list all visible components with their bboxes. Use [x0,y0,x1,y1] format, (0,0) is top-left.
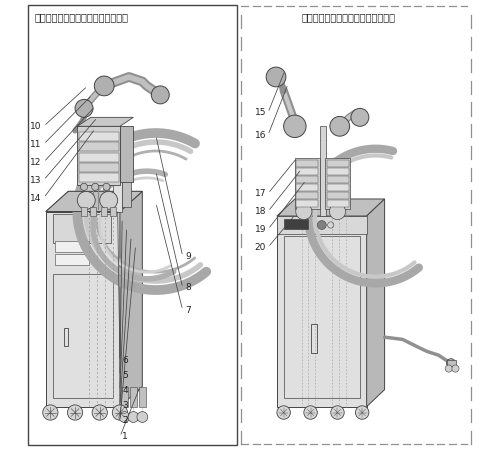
Text: 19: 19 [254,225,266,234]
Polygon shape [326,158,350,209]
Text: 18: 18 [254,207,266,216]
Polygon shape [366,199,384,407]
Polygon shape [113,135,122,212]
Polygon shape [326,176,348,183]
Text: 3: 3 [122,401,128,410]
Circle shape [92,183,99,190]
Text: 12: 12 [30,158,42,166]
Circle shape [112,405,128,420]
Circle shape [296,203,312,220]
Polygon shape [78,153,119,162]
Circle shape [137,412,147,423]
Circle shape [330,406,344,419]
Text: 15: 15 [254,108,266,117]
Circle shape [284,115,306,138]
Polygon shape [326,192,348,199]
Circle shape [452,365,459,372]
Polygon shape [78,117,134,126]
Polygon shape [78,126,120,184]
Polygon shape [81,207,87,216]
Circle shape [119,412,130,423]
Polygon shape [46,212,120,407]
Polygon shape [284,219,308,230]
Polygon shape [130,387,137,407]
Text: 17: 17 [254,189,266,198]
Polygon shape [296,192,318,199]
Polygon shape [55,241,88,252]
Circle shape [304,406,318,419]
Text: 9: 9 [185,252,190,261]
Polygon shape [296,159,318,166]
Polygon shape [277,216,366,234]
Polygon shape [78,163,119,172]
Polygon shape [120,191,142,407]
Circle shape [68,405,82,420]
Circle shape [78,191,95,209]
Circle shape [330,117,349,136]
Text: 6: 6 [122,356,128,365]
Text: 14: 14 [30,194,42,202]
Circle shape [42,405,58,420]
Text: 5: 5 [122,371,128,380]
Polygon shape [138,387,146,407]
Polygon shape [78,143,119,152]
Polygon shape [277,216,366,407]
Circle shape [152,86,169,104]
Circle shape [94,76,114,96]
Circle shape [445,365,452,372]
Circle shape [92,405,108,420]
Circle shape [356,406,369,419]
Circle shape [446,359,456,368]
Polygon shape [320,126,326,216]
Polygon shape [46,191,142,212]
Text: 8: 8 [185,284,190,292]
Circle shape [266,67,286,87]
Circle shape [318,220,326,230]
Polygon shape [296,200,318,207]
Circle shape [128,412,138,423]
Polygon shape [78,132,119,141]
Text: 11: 11 [30,140,42,149]
Text: 2: 2 [122,416,128,425]
Polygon shape [277,199,384,216]
Text: 13: 13 [30,176,42,184]
Polygon shape [296,167,318,175]
Polygon shape [90,207,96,216]
Polygon shape [55,254,88,266]
Text: 双头铁箱剪线机（配双升级版刀头）: 双头铁箱剪线机（配双升级版刀头） [35,12,129,22]
Text: 16: 16 [254,131,266,140]
Text: 20: 20 [254,243,266,252]
Text: 1: 1 [122,432,128,441]
Circle shape [277,406,290,419]
Polygon shape [78,173,119,182]
Circle shape [103,183,110,190]
Circle shape [80,183,87,190]
Polygon shape [296,176,318,183]
Polygon shape [121,387,128,407]
Polygon shape [326,159,348,166]
Text: 10: 10 [30,122,42,131]
Circle shape [100,191,117,209]
Polygon shape [120,126,134,182]
Text: 7: 7 [185,306,190,315]
Polygon shape [448,360,456,366]
Text: 双头铁箱剪线机（配双迷你版刀头）: 双头铁箱剪线机（配双迷你版刀头） [302,12,396,22]
Text: 4: 4 [122,386,128,395]
Polygon shape [110,207,116,216]
Polygon shape [295,158,320,209]
Polygon shape [52,214,111,243]
Circle shape [75,99,93,117]
Polygon shape [326,200,348,207]
Polygon shape [46,191,142,212]
Circle shape [330,203,345,220]
Polygon shape [101,207,107,216]
Polygon shape [122,135,131,207]
Polygon shape [326,167,348,175]
Polygon shape [326,184,348,191]
Circle shape [351,108,369,126]
Polygon shape [296,184,318,191]
